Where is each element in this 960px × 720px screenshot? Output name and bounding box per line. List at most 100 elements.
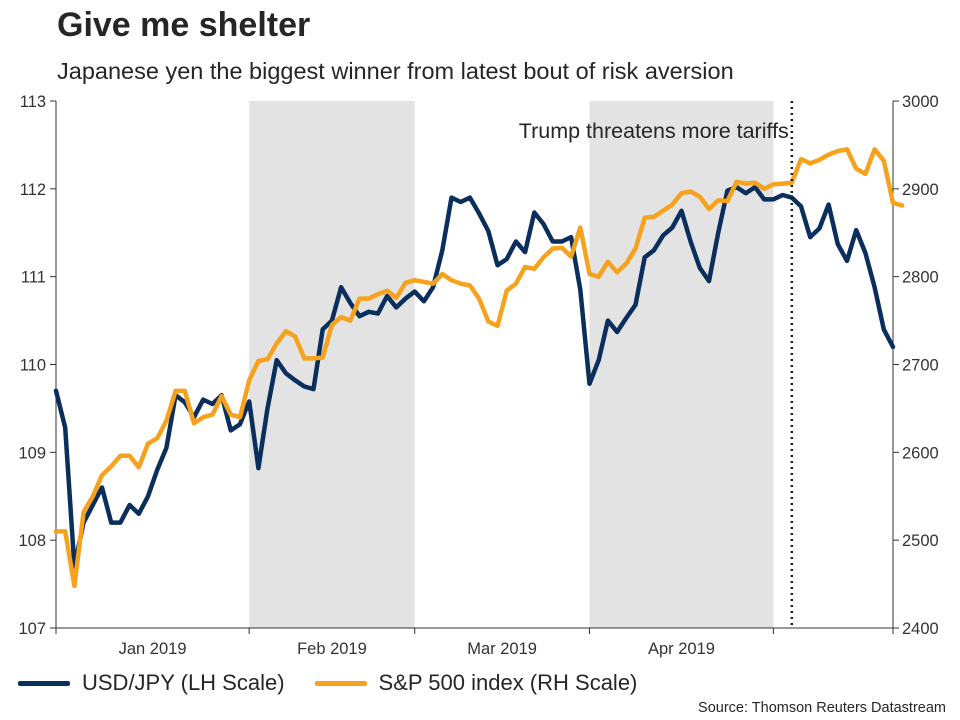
shaded-periods <box>249 101 774 628</box>
series-sp500-point <box>109 464 113 468</box>
series-usdjpy-point <box>781 193 785 197</box>
series-usdjpy-point <box>698 266 702 270</box>
series-sp500-point <box>615 270 619 274</box>
series-sp500-point <box>450 278 454 282</box>
series-usdjpy-point <box>164 446 168 450</box>
series-sp500-point <box>845 147 849 151</box>
right-tick-label: 2800 <box>902 269 939 287</box>
right-tick-label: 2900 <box>902 181 939 199</box>
series-usdjpy-point <box>91 503 95 507</box>
left-tick-label: 110 <box>20 357 46 375</box>
series-sp500-point <box>827 153 831 157</box>
series-usdjpy-point <box>440 248 444 252</box>
series-sp500-point <box>404 281 408 285</box>
x-month-label: Jan 2019 <box>119 640 187 658</box>
series-usdjpy <box>53 184 896 569</box>
series-usdjpy-point <box>716 231 720 235</box>
series-usdjpy-point <box>247 399 251 403</box>
series-usdjpy-point <box>486 229 490 233</box>
series-usdjpy-point <box>358 314 362 318</box>
shaded-period-1 <box>589 101 774 628</box>
series-sp500-point <box>551 247 555 251</box>
series-sp500-point <box>220 394 224 398</box>
series-usdjpy-point <box>771 197 775 201</box>
series-sp500-point <box>118 454 122 458</box>
series-sp500-point <box>891 201 895 205</box>
series-sp500-point <box>762 187 766 191</box>
left-tick-label: 112 <box>20 181 46 199</box>
series-usdjpy-point <box>63 426 67 430</box>
series-sp500-point <box>643 216 647 220</box>
series-usdjpy-point <box>376 312 380 316</box>
series-usdjpy-point <box>54 389 58 393</box>
legend-label-usdjpy: USD/JPY (LH Scale) <box>82 670 285 695</box>
series-sp500-point <box>735 180 739 184</box>
series-sp500-point <box>247 378 251 382</box>
series-usdjpy-point <box>891 345 895 349</box>
series-usdjpy-point <box>799 204 803 208</box>
series-sp500-point <box>606 260 610 264</box>
series-usdjpy-point <box>238 422 242 426</box>
series-sp500-point <box>900 204 904 208</box>
series-sp500-point <box>348 319 352 323</box>
series-sp500-point <box>753 181 757 185</box>
left-tick-label: 107 <box>18 620 46 638</box>
left-tick-label: 108 <box>18 532 46 550</box>
series-sp500-point <box>210 413 214 417</box>
series-usdjpy-point <box>670 225 674 229</box>
series-sp500-point <box>670 203 674 207</box>
left-tick-label: 109 <box>18 444 46 462</box>
series-usdjpy-point <box>615 330 619 334</box>
series-sp500-point <box>689 189 693 193</box>
series-sp500-point <box>256 359 260 363</box>
legend-label-sp500: S&P 500 index (RH Scale) <box>378 670 638 695</box>
series-usdjpy-point <box>367 310 371 314</box>
series-sp500-point <box>790 181 794 185</box>
left-tick-label: 113 <box>20 93 46 111</box>
series-usdjpy-point <box>321 327 325 331</box>
series-usdjpy-point <box>128 503 132 507</box>
series-sp500-point <box>63 529 67 533</box>
series-sp500-point <box>312 356 316 360</box>
series-sp500-point <box>716 198 720 202</box>
series-usdjpy-point <box>854 228 858 232</box>
series-usdjpy-point <box>689 240 693 244</box>
series-sp500-point <box>707 207 711 211</box>
series-sp500-point <box>284 329 288 333</box>
left-tick-label: 111 <box>21 269 46 287</box>
series-usdjpy-point <box>744 191 748 195</box>
series-usdjpy-point <box>652 248 656 252</box>
series-usdjpy-point <box>266 406 270 410</box>
series-sp500-point <box>229 413 233 417</box>
series-usdjpy-point <box>293 378 297 382</box>
series-usdjpy-point <box>413 290 417 294</box>
series-sp500-point <box>358 297 362 301</box>
series-sp500-point <box>882 159 886 163</box>
series-usdjpy-point <box>229 428 233 432</box>
series-usdjpy-point <box>118 521 122 525</box>
series-sp500-point <box>339 315 343 319</box>
series-usdjpy-point <box>827 203 831 207</box>
series-sp500-point <box>100 473 104 477</box>
series-sp500-point <box>146 442 150 446</box>
series-usdjpy-point <box>707 279 711 283</box>
series-sp500-point <box>413 278 417 282</box>
series-usdjpy-point <box>817 226 821 230</box>
series-layer <box>53 147 905 589</box>
series-usdjpy-point <box>679 209 683 213</box>
series-sp500-point <box>679 191 683 195</box>
series-usdjpy-point <box>348 301 352 305</box>
axes: 107 108 109 110 111 112 113 2400 2500 2600 2700 280… <box>18 93 938 658</box>
series-sp500-point <box>468 283 472 287</box>
series-sp500-point <box>541 255 545 259</box>
series-usdjpy-point <box>569 235 573 239</box>
series-sp500-point <box>624 261 628 265</box>
series-usdjpy-point <box>468 196 472 200</box>
series-usdjpy-point <box>532 211 536 215</box>
series-sp500-point <box>569 254 573 258</box>
series-usdjpy-point <box>523 250 527 254</box>
series-usdjpy-point <box>256 466 260 470</box>
series-usdjpy-point <box>302 384 306 388</box>
series-sp500-point <box>275 341 279 345</box>
series-usdjpy-point <box>495 263 499 267</box>
